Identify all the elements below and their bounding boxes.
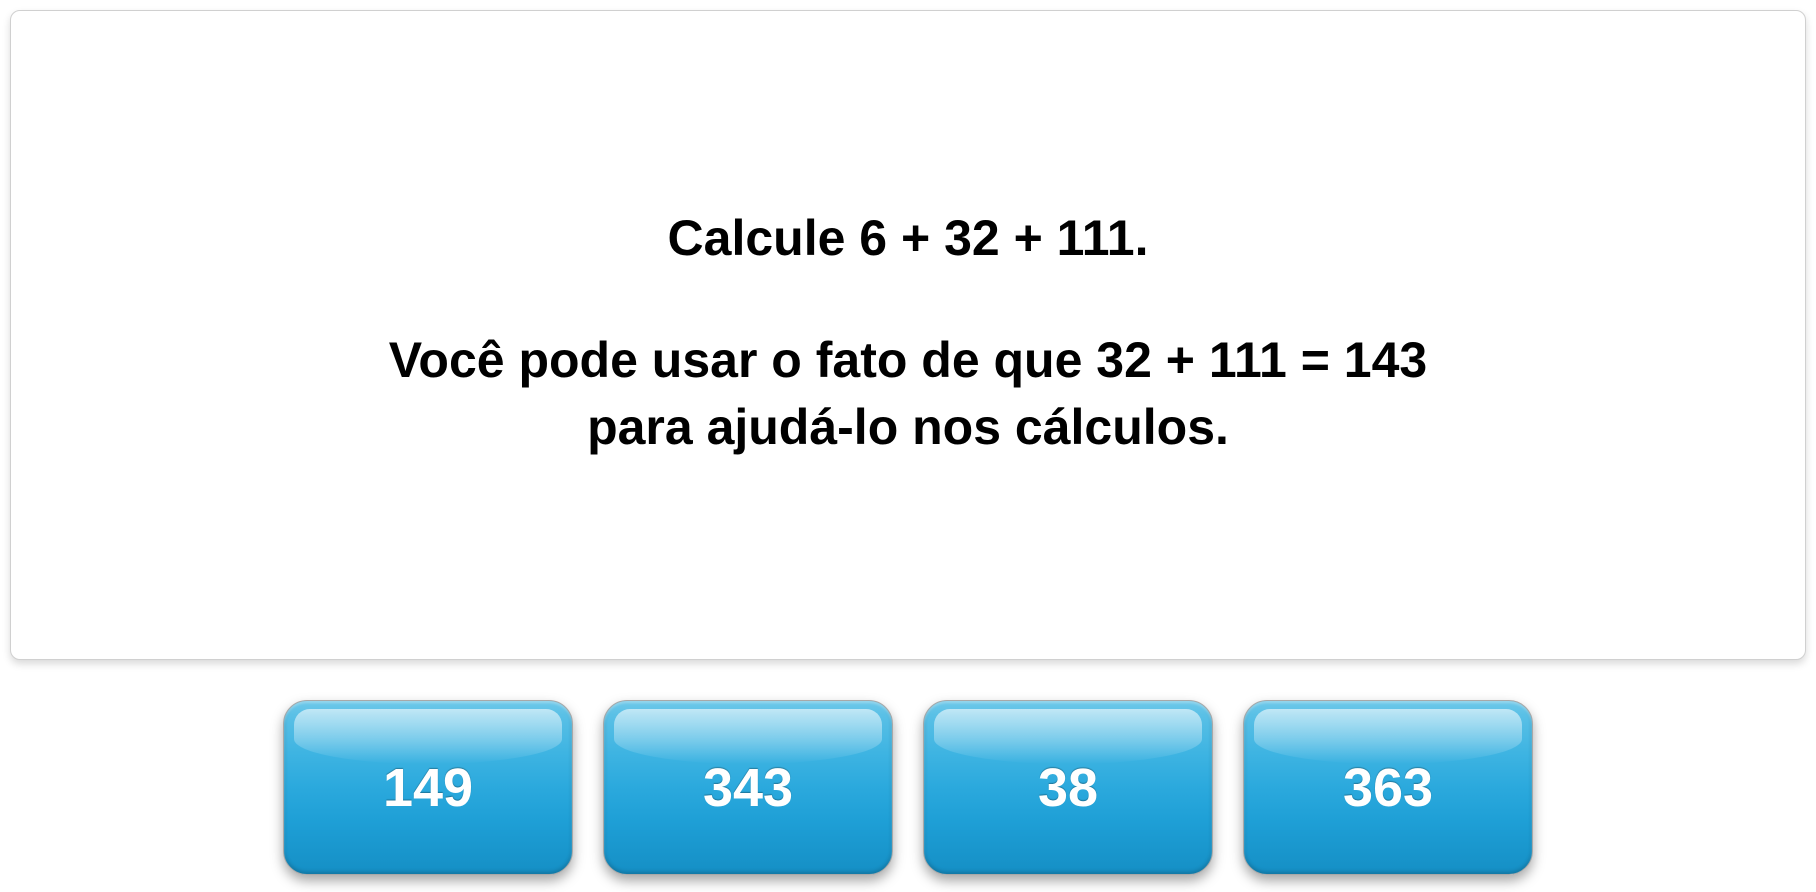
answer-label-1: 149 xyxy=(383,757,473,819)
answer-button-4[interactable]: 363 xyxy=(1243,700,1533,875)
answers-row: 149 343 38 363 xyxy=(10,700,1806,875)
answer-button-2[interactable]: 343 xyxy=(603,700,893,875)
answer-label-2: 343 xyxy=(703,757,793,819)
answer-button-1[interactable]: 149 xyxy=(283,700,573,875)
question-text-line1: Calcule 6 + 32 + 111. xyxy=(668,209,1149,267)
answer-label-3: 38 xyxy=(1038,757,1098,819)
answer-label-4: 363 xyxy=(1343,757,1433,819)
question-panel: Calcule 6 + 32 + 111. Você pode usar o f… xyxy=(10,10,1806,660)
answer-button-3[interactable]: 38 xyxy=(923,700,1213,875)
quiz-container: Calcule 6 + 32 + 111. Você pode usar o f… xyxy=(10,10,1806,882)
question-text-line2: Você pode usar o fato de que 32 + 111 = … xyxy=(389,327,1427,462)
